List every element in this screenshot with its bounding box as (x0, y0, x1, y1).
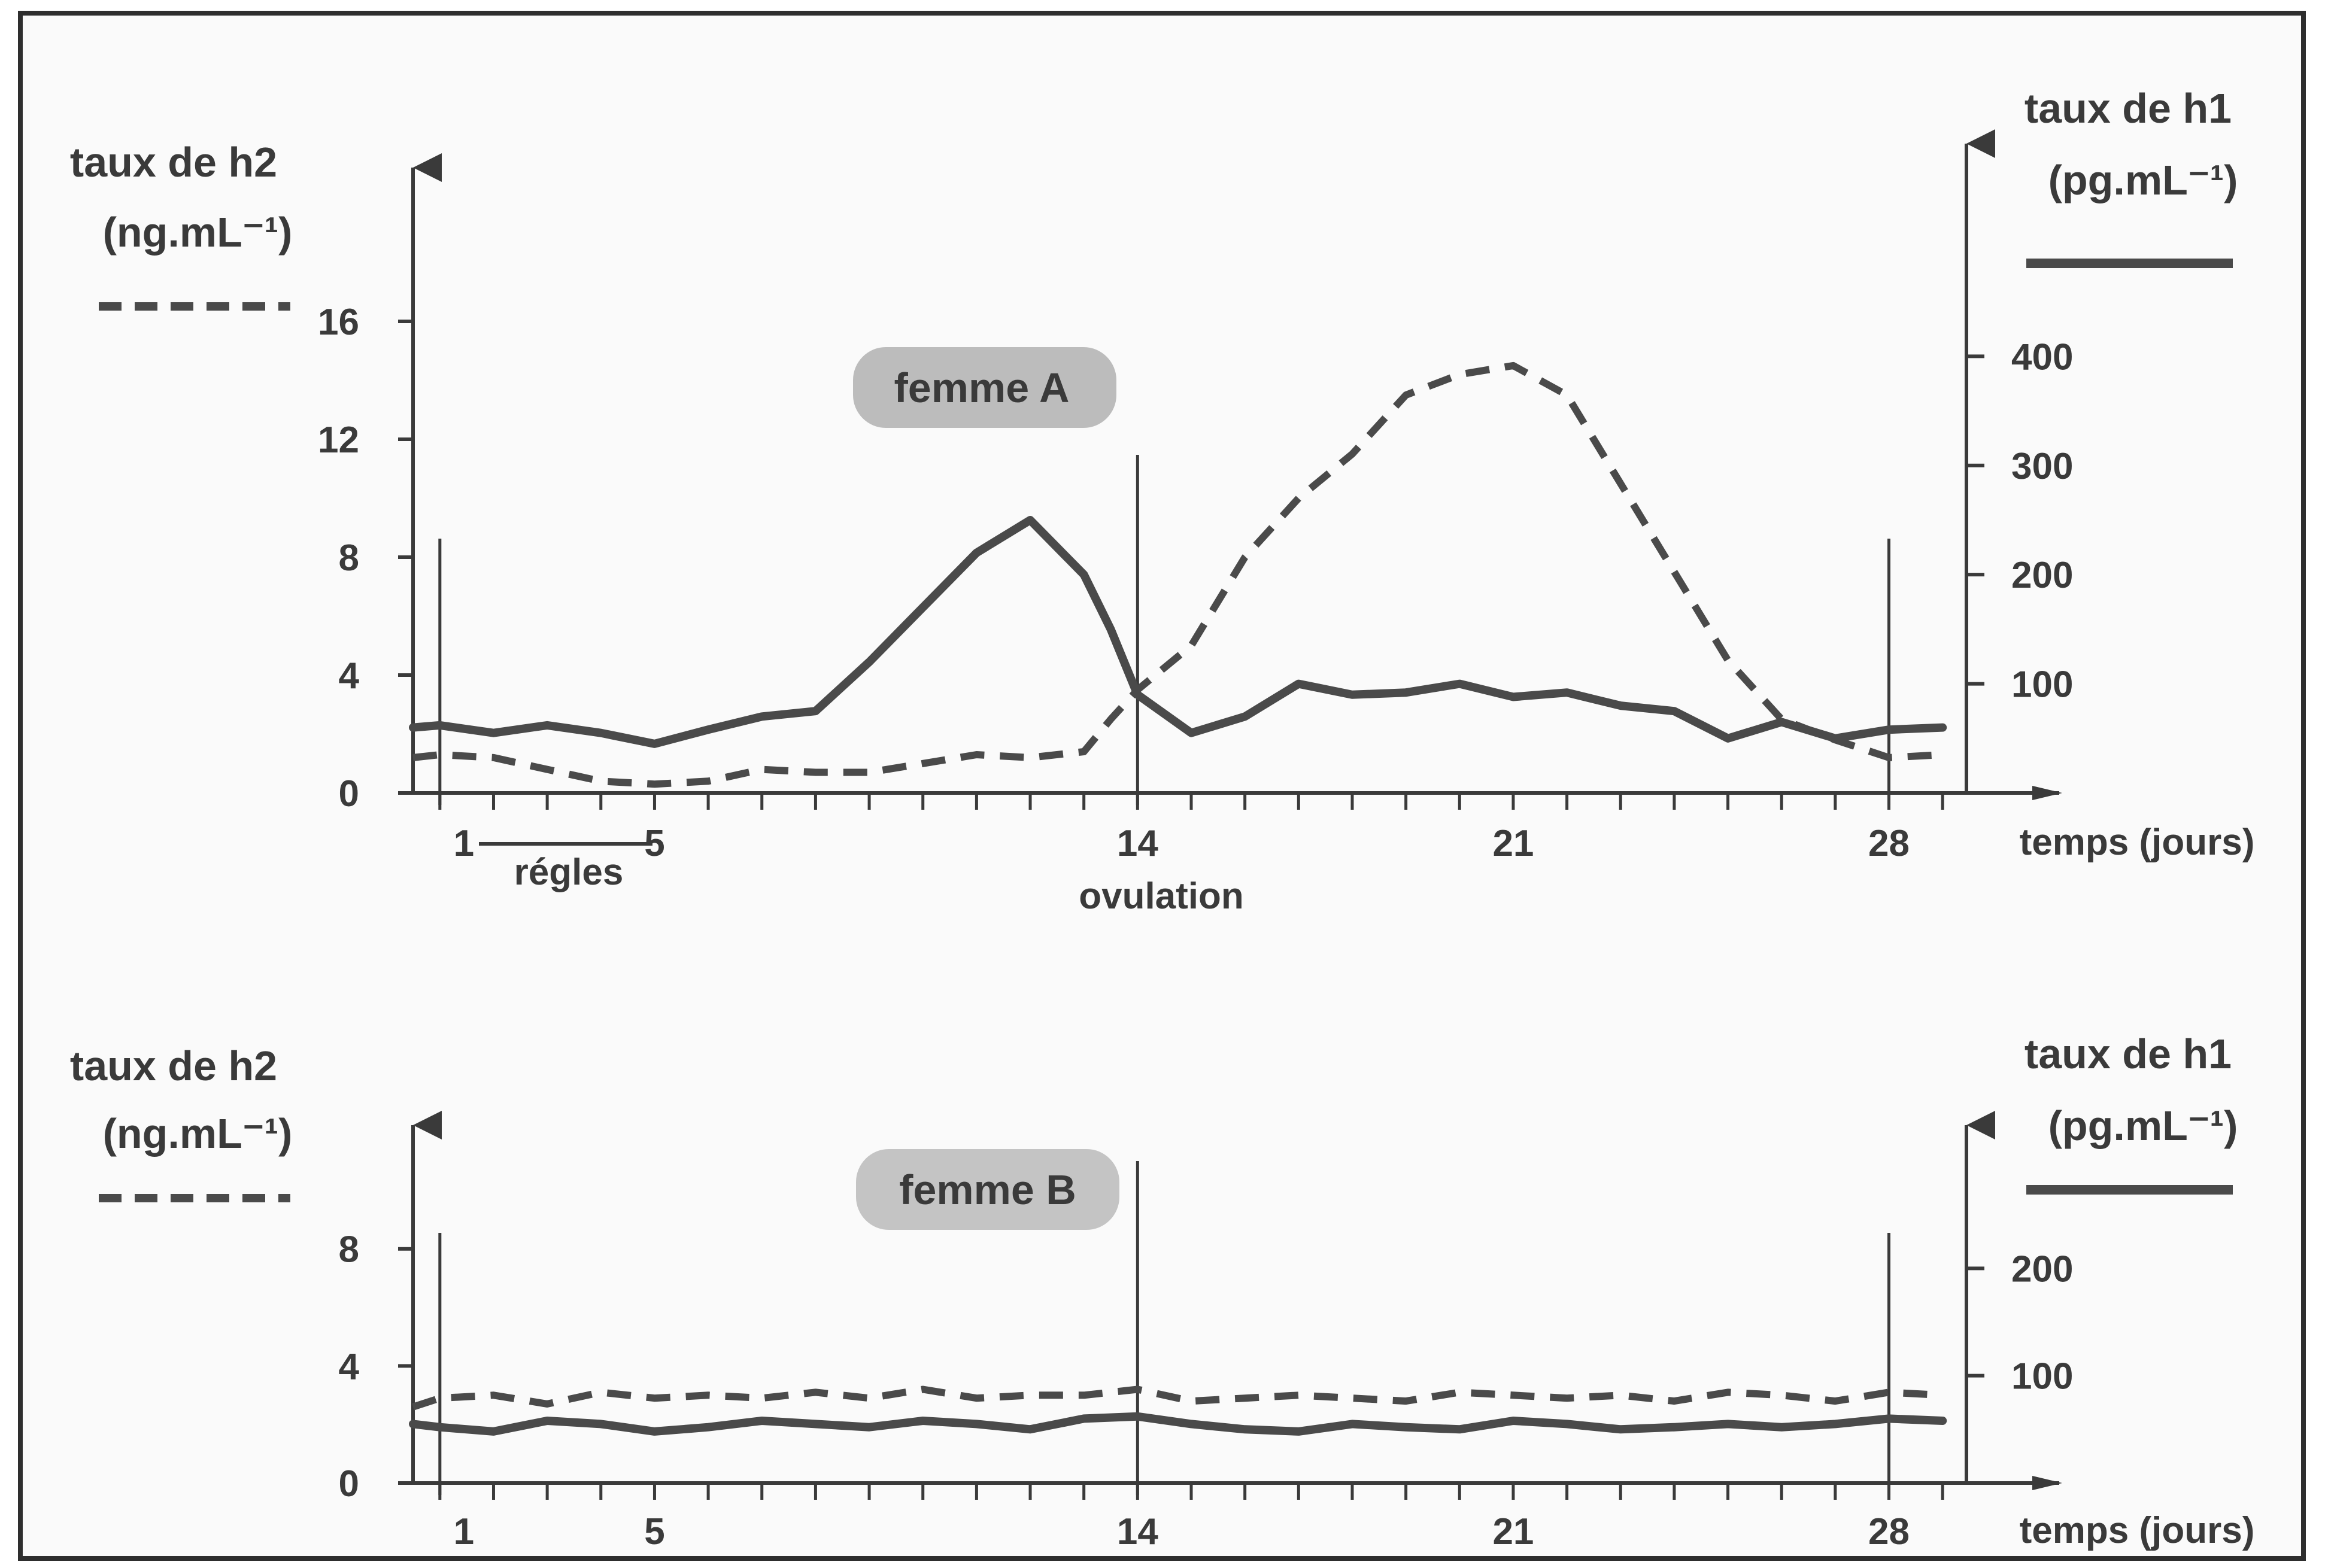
panel-a-series-h2-dashed-line (412, 361, 1943, 788)
panel-a-left-tick-label: 8 (339, 537, 359, 579)
panel-a-left-tick-label: 0 (339, 773, 359, 815)
panel-a-left-tick-label: 12 (318, 420, 359, 461)
panel-a-x-tick-label: 14 (1117, 823, 1158, 864)
panel-a-x-tick-label: 5 (644, 823, 664, 864)
panel-a-title: femme A (894, 364, 1069, 411)
panel-a-left-axis-label-line2: (ng.mL⁻¹) (103, 209, 293, 256)
panel-a-x-tick-label: 1 (454, 823, 474, 864)
panel-b-x-tick-label: 1 (454, 1511, 474, 1552)
panel-b-right-tick-label: 200 (2011, 1248, 2073, 1290)
panel-b-right-axis-label-line1: taux de h1 (2024, 1031, 2232, 1077)
panel-a-x-tick-label: 28 (1868, 823, 1910, 864)
panel-a-right-tick-label: 200 (2011, 555, 2073, 596)
panel-b-left-tick-label: 4 (339, 1346, 360, 1387)
panel-a-series-h1-solid-line (409, 516, 1947, 748)
panel-b-x-tick-label: 14 (1117, 1511, 1158, 1552)
panel-a-annotation-regles: régles (514, 852, 624, 893)
panel-a-left-axis-label-line1: taux de h2 (70, 139, 277, 186)
panel-b-left-axis-label-line1: taux de h2 (70, 1043, 277, 1089)
panel-a-x-tick-label: 21 (1492, 823, 1534, 864)
panel-b-x-tick-label: 21 (1492, 1511, 1534, 1552)
panel-a-right-tick-label: 300 (2011, 446, 2073, 487)
panel-b-series-h1-solid-line (409, 1412, 1947, 1436)
panel-a-left-tick-label: 4 (339, 655, 360, 697)
panel-b: taux de h2 (ng.mL⁻¹) taux de h1 (pg.mL⁻¹… (70, 1031, 2254, 1551)
panel-b-xlabel: temps (jours) (2020, 1510, 2255, 1551)
panel-a-left-tick-label: 16 (318, 302, 359, 343)
panel-b-x-axis-arrow (2032, 1476, 2062, 1490)
panel-a-right-tick-label: 100 (2011, 664, 2073, 706)
panel-b-title-badge (856, 1149, 1119, 1230)
plot-layer: 1 5 14 21 28 0 4 8 12 16 100 200 300 400 1 5 14 21 28 0 4 8 10… (318, 129, 2073, 1552)
panel-a-plot: 1 5 14 21 28 0 4 8 12 16 100 200 300 400 (318, 129, 2073, 864)
figure-frame (18, 11, 2306, 1561)
panel-a-right-axis-label-line1: taux de h1 (2024, 85, 2232, 132)
panel-b-series-h2-dashed-line (412, 1385, 1943, 1411)
panel-b-title: femme B (899, 1166, 1076, 1213)
panel-a-xlabel: temps (jours) (2020, 822, 2255, 863)
panel-b-right-tick-label: 100 (2011, 1356, 2073, 1397)
panel-a-annotation-ovulation: ovulation (1079, 876, 1244, 917)
panel-b-left-tick-label: 0 (339, 1463, 359, 1505)
panel-b-x-tick-label: 5 (644, 1511, 664, 1552)
panel-a-right-axis-label-line2: (pg.mL⁻¹) (2048, 157, 2238, 203)
panel-b-plot: 1 5 14 21 28 0 4 8 100 200 (339, 1111, 2073, 1552)
panel-b-left-tick-label: 8 (339, 1229, 359, 1271)
panel-a-x-axis-arrow (2032, 786, 2062, 800)
panel-b-x-tick-label: 28 (1868, 1511, 1910, 1552)
panel-a-right-tick-label: 400 (2011, 336, 2073, 378)
panel-b-right-axis-label-line2: (pg.mL⁻¹) (2048, 1102, 2238, 1149)
panel-a-title-badge (853, 347, 1116, 428)
panel-a: taux de h2 (ng.mL⁻¹) taux de h1 (pg.mL⁻¹… (70, 85, 2254, 917)
panel-b-left-axis-label-line2: (ng.mL⁻¹) (103, 1110, 293, 1157)
